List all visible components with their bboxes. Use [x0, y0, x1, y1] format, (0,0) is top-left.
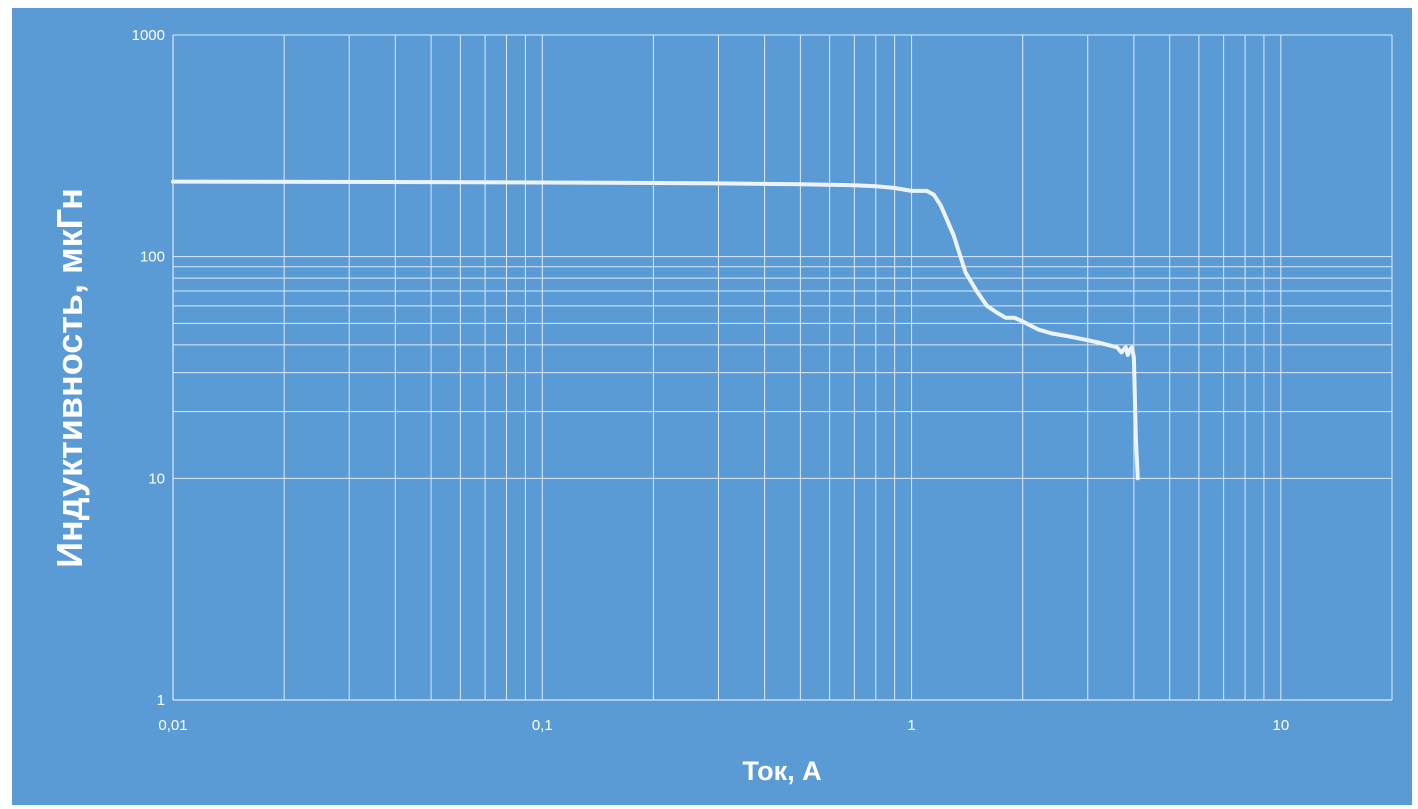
grid	[172, 34, 1393, 701]
tick-labels: 0,01 0,1 1 10 1 10 100 1000	[132, 27, 1290, 734]
series-layer	[171, 179, 1140, 481]
x-tick-label: 0,01	[158, 717, 187, 734]
x-axis-title: Ток, А	[742, 756, 821, 786]
y-tick-label: 100	[140, 249, 165, 266]
y-tick-label: 1	[157, 692, 165, 709]
x-tick-label: 0,1	[532, 717, 553, 734]
chart-area: 0,01 0,1 1 10 1 10 100 1000 Ток, А Индуктивност…	[12, 8, 1412, 805]
x-tick-label: 10	[1272, 717, 1289, 734]
y-axis-title: Индуктивность, мкГн	[49, 188, 90, 568]
series-line-0	[171, 179, 1140, 481]
x-tick-label: 1	[907, 717, 915, 734]
y-tick-label: 10	[148, 470, 165, 487]
y-tick-label: 1000	[132, 27, 165, 44]
chart-svg: 0,01 0,1 1 10 1 10 100 1000 Ток, А Индуктивност…	[49, 27, 1393, 786]
